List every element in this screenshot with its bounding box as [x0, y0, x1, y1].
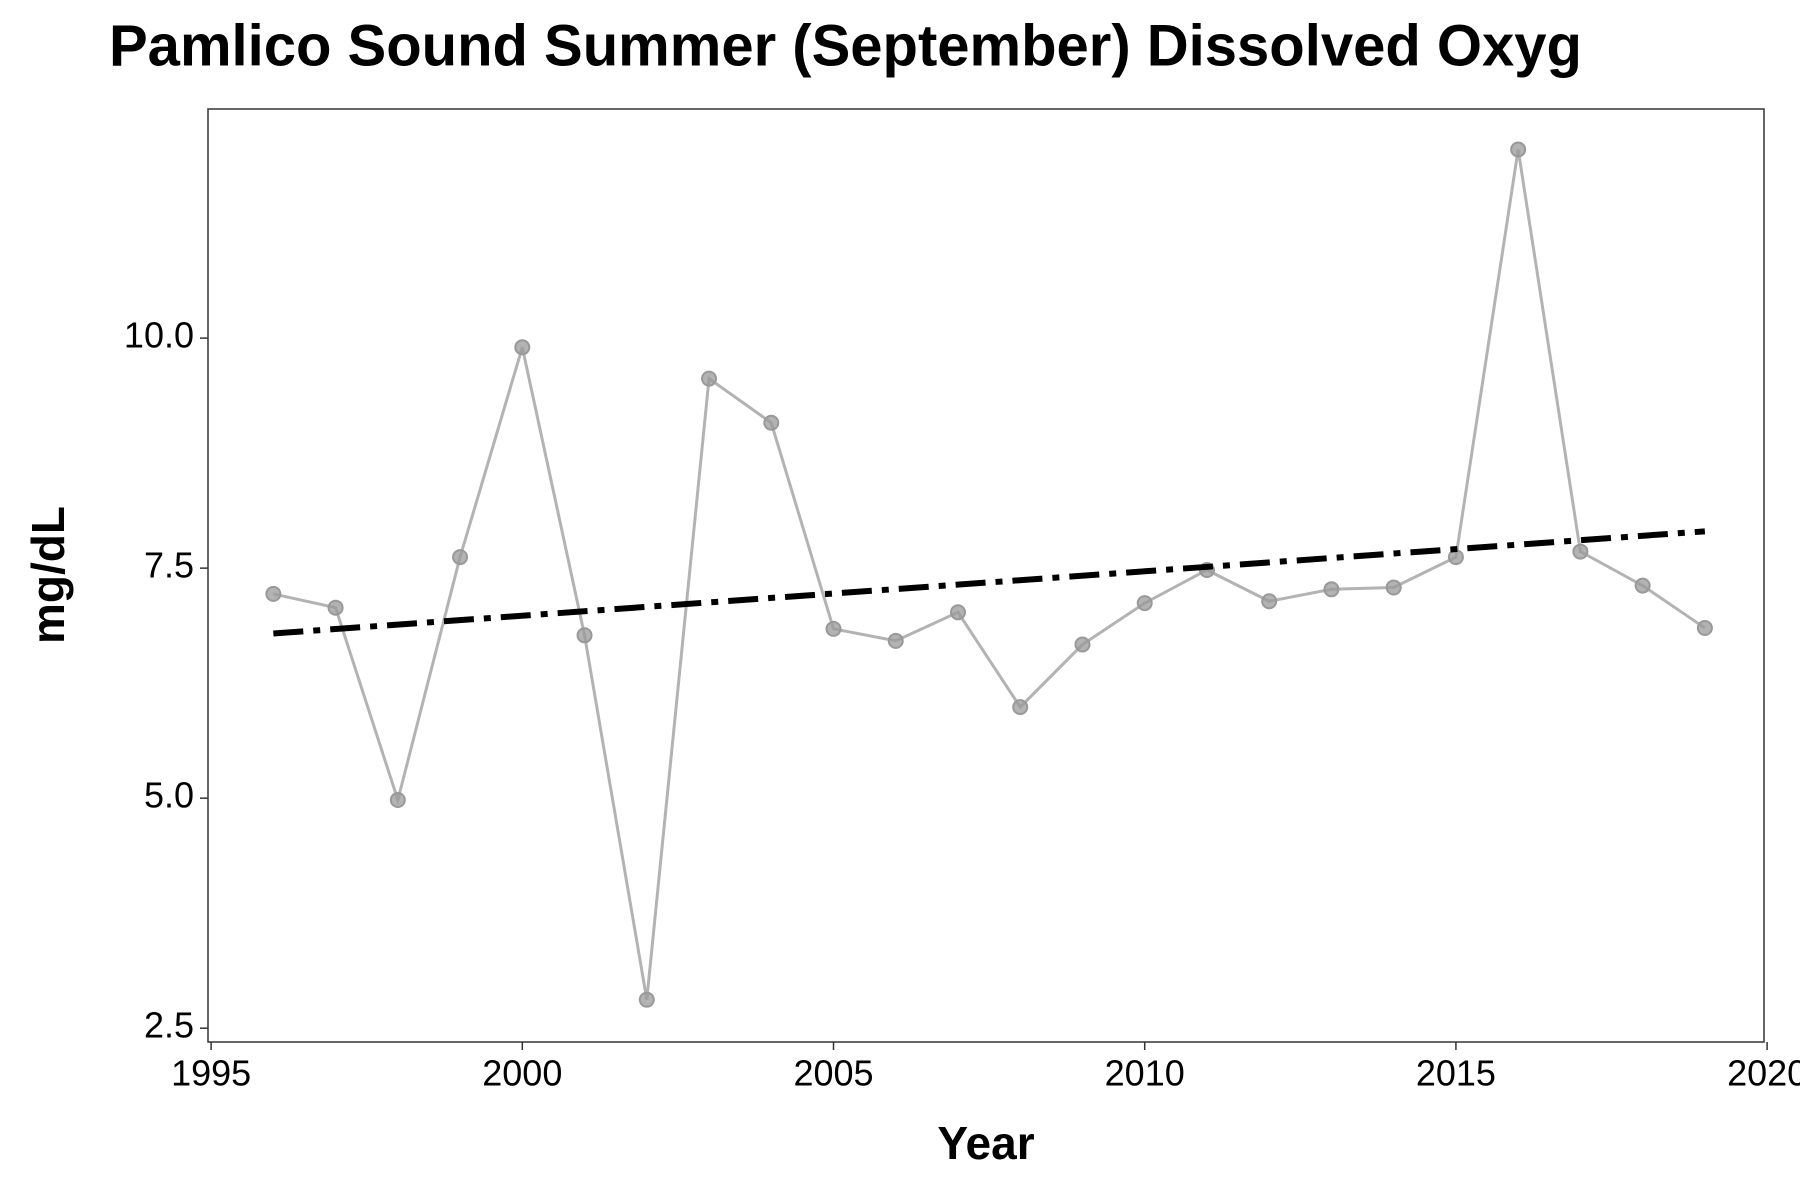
data-point — [1510, 141, 1527, 158]
y-tick-label: 10.0 — [124, 315, 194, 356]
y-tick-label: 2.5 — [144, 1005, 194, 1046]
data-point — [1323, 581, 1340, 598]
trend-line — [273, 528, 1706, 637]
data-point — [1136, 595, 1153, 612]
data-point — [576, 627, 593, 644]
x-tick-label: 1995 — [171, 1053, 251, 1094]
chart-title: Pamlico Sound Summer (September) Dissolv… — [109, 13, 1582, 78]
data-point — [1572, 543, 1589, 560]
data-point — [514, 339, 531, 356]
y-tick-label: 5.0 — [144, 775, 194, 816]
data-point — [763, 414, 780, 431]
data-point — [1385, 579, 1402, 596]
x-axis-title: Year — [937, 1117, 1034, 1169]
data-point — [701, 370, 718, 387]
data-point — [825, 620, 842, 637]
data-point — [638, 991, 655, 1008]
data-point — [1074, 636, 1091, 653]
data-point — [327, 599, 344, 616]
y-axis-title: mg/dL — [22, 506, 74, 644]
x-tick-label: 2010 — [1105, 1053, 1185, 1094]
data-point — [1012, 699, 1029, 716]
data-line — [273, 149, 1706, 1000]
x-tick-label: 2015 — [1416, 1053, 1496, 1094]
data-point — [389, 792, 406, 809]
data-point — [265, 585, 282, 602]
data-point — [1261, 593, 1278, 610]
x-tick-label: 2000 — [482, 1053, 562, 1094]
x-tick-label: 2020 — [1727, 1053, 1800, 1094]
data-point — [949, 604, 966, 621]
data-point — [1696, 619, 1713, 636]
data-point — [1634, 577, 1651, 594]
data-point — [452, 549, 469, 566]
data-point — [887, 632, 904, 649]
x-tick-label: 2005 — [793, 1053, 873, 1094]
y-tick-label: 7.5 — [144, 545, 194, 586]
plot-frame — [207, 108, 1765, 1043]
